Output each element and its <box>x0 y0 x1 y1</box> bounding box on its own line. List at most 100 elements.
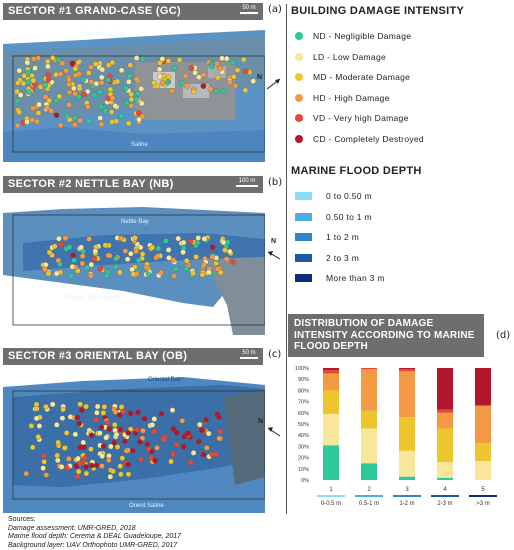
building-point <box>93 417 99 423</box>
building-point <box>185 430 191 436</box>
building-point <box>123 100 130 106</box>
bar-segment-nd <box>437 477 453 480</box>
bar-segment-vd <box>475 404 491 407</box>
damage-swatch <box>295 32 303 41</box>
building-point <box>155 245 162 252</box>
building-point <box>234 67 241 73</box>
building-point <box>136 116 142 123</box>
building-point <box>59 415 66 421</box>
distribution-title: DISTRIBUTION OF DAMAGE INTENSITY ACCORDI… <box>294 318 475 352</box>
building-point <box>97 265 104 272</box>
building-point <box>100 443 107 449</box>
building-point <box>61 445 68 451</box>
building-point <box>75 468 82 475</box>
building-point <box>144 441 151 448</box>
building-point <box>136 257 142 264</box>
flood-swatch <box>295 274 312 283</box>
building-point <box>55 439 61 446</box>
sector-3-title: SECTOR #3 ORIENTAL BAY (OB) <box>8 350 188 362</box>
building-point <box>46 249 53 256</box>
legend-damage-title: BUILDING DAMAGE INTENSITY <box>291 5 465 17</box>
building-point <box>170 451 176 458</box>
building-point <box>145 271 152 277</box>
y-tick-label: 40% <box>298 433 309 439</box>
building-point <box>176 57 183 63</box>
building-point <box>156 66 163 73</box>
bar-segment-ld <box>399 450 415 477</box>
building-point <box>174 429 180 436</box>
building-point <box>201 262 207 268</box>
building-point <box>168 458 174 465</box>
building-point <box>55 57 62 63</box>
building-point <box>16 67 23 74</box>
building-point <box>229 59 236 66</box>
building-point <box>92 248 99 254</box>
building-point <box>196 74 202 80</box>
building-point <box>170 426 177 432</box>
y-tick-label: 70% <box>298 400 309 406</box>
building-point <box>114 78 121 85</box>
building-point <box>105 252 112 259</box>
bar-segment-nd <box>323 445 339 480</box>
x-tick-label: 3 <box>405 487 409 493</box>
building-point <box>97 430 103 436</box>
building-point <box>125 471 132 477</box>
building-point <box>125 430 131 436</box>
building-point <box>51 243 58 250</box>
north-arrow-1: N <box>257 74 282 95</box>
building-point <box>45 63 51 70</box>
building-point <box>140 56 146 62</box>
legend-label: More than 3 m <box>326 273 385 284</box>
building-point <box>134 426 140 433</box>
building-point <box>24 59 31 66</box>
x-sublabel: 0-0.5 m <box>321 501 341 507</box>
building-point <box>166 255 172 261</box>
building-point <box>170 257 177 263</box>
building-point <box>43 472 50 478</box>
building-point <box>169 407 176 413</box>
building-point <box>205 430 212 437</box>
building-point <box>242 87 249 93</box>
building-point <box>49 401 56 408</box>
building-point <box>77 117 83 124</box>
building-point <box>98 424 105 431</box>
legend-flood-item: More than 3 m <box>295 268 385 289</box>
building-point <box>75 455 81 462</box>
building-point <box>88 79 95 85</box>
sector-1-header: SECTOR #1 GRAND-CASE (GC) <box>3 3 263 20</box>
y-tick-label: 20% <box>298 456 309 462</box>
bar-segment-vd <box>361 368 377 370</box>
building-point <box>80 76 87 83</box>
building-point <box>98 74 105 81</box>
building-point <box>192 69 198 76</box>
building-point <box>68 273 74 279</box>
building-point <box>100 410 107 416</box>
building-point <box>44 105 50 111</box>
building-point <box>135 90 141 97</box>
building-point <box>46 97 52 104</box>
building-point <box>128 250 134 257</box>
building-point <box>242 68 249 75</box>
building-point <box>17 92 24 98</box>
building-point <box>21 72 27 79</box>
building-point <box>232 82 239 89</box>
building-point <box>30 105 36 112</box>
building-point <box>66 116 73 123</box>
building-point <box>112 103 119 109</box>
building-point <box>88 462 95 469</box>
building-point <box>53 270 60 277</box>
building-point <box>196 421 203 428</box>
building-point <box>14 88 20 95</box>
building-point <box>123 85 129 92</box>
building-point <box>43 403 49 410</box>
building-point <box>139 100 145 107</box>
y-tick-label: 100% <box>295 366 309 372</box>
building-point <box>165 247 172 253</box>
legend-label: LD - Low Damage <box>313 51 387 62</box>
legend-label: CD - Completely Destroyed <box>313 133 424 144</box>
building-point <box>78 244 84 251</box>
legend-flood-item: 0 to 0.50 m <box>295 186 385 207</box>
building-point <box>159 79 166 86</box>
building-point <box>179 418 185 424</box>
building-point <box>217 269 224 276</box>
